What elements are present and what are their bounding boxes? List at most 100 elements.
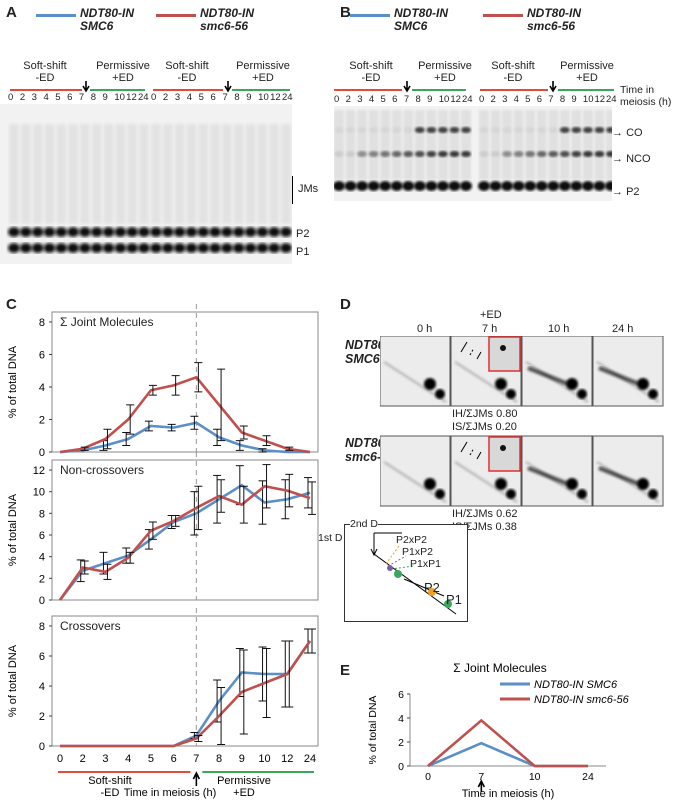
plus-ed-label: +ED: [233, 787, 255, 799]
jm-marker: [460, 441, 468, 453]
band-p1: [19, 243, 32, 253]
band-nco: [403, 151, 414, 157]
band-p2: [220, 227, 233, 237]
ed-arrow: [477, 779, 486, 792]
panel-label-d: D: [340, 296, 351, 313]
band-p2: [114, 227, 127, 237]
gel-image-a: [0, 104, 292, 264]
x-tick-label: 5: [148, 753, 154, 765]
chart-title: Crossovers: [60, 619, 121, 633]
time-10h: 10 h: [548, 323, 570, 335]
band-p2: [90, 227, 103, 237]
x-tick-label: 3: [102, 753, 108, 765]
band-co: [461, 127, 471, 133]
gel-2d-spot: [495, 378, 507, 390]
lane-label: 24: [138, 92, 149, 103]
co-label: → CO: [612, 127, 643, 139]
x-tick-label: 2: [80, 753, 86, 765]
band-co: [357, 127, 368, 133]
band-p2: [55, 227, 68, 237]
band-p2: [138, 227, 150, 237]
gel-smear: [559, 110, 570, 180]
gel-smear: [103, 124, 114, 224]
lane-label: 12: [450, 94, 461, 105]
gel-2d-smear: [598, 466, 640, 486]
band-p1: [150, 243, 162, 253]
x-axis-label: Time in meiosis (h): [124, 787, 217, 799]
gel-smear: [221, 124, 232, 224]
y-tick-label: 4: [39, 681, 45, 693]
band-nco: [368, 151, 379, 157]
band-p2: [344, 181, 357, 191]
y-tick-label: 8: [39, 621, 45, 633]
x-axis-label: Time in meiosis (h): [462, 788, 555, 800]
band-nco: [461, 151, 471, 157]
band-nco: [525, 151, 536, 157]
gel-smear: [368, 110, 379, 180]
band-p1: [8, 243, 20, 253]
lane-label: 3: [502, 94, 508, 105]
x-tick-label: 0: [57, 753, 63, 765]
lane-label: 6: [392, 94, 398, 105]
lane-label: 0: [479, 94, 485, 105]
band-p2: [436, 181, 449, 191]
y-tick-label: 4: [39, 552, 45, 564]
band-co: [582, 127, 593, 133]
mut-ratio-is: IS/ΣJMs 0.38: [452, 521, 517, 533]
band-nco: [594, 151, 605, 157]
legend-label: NDT80-IN smc6-56: [534, 694, 630, 706]
legend-wt-a: [36, 14, 76, 17]
band-p2: [402, 181, 415, 191]
band-p1: [161, 243, 174, 253]
lane-label: 6: [210, 92, 216, 103]
y-tick-label: 6: [39, 350, 45, 362]
band-nco: [334, 151, 344, 157]
soft-shift-a1: Soft-shift -ED: [23, 60, 67, 84]
band-nco: [513, 151, 524, 157]
band-p1: [138, 243, 150, 253]
lane-label: 12: [594, 94, 606, 105]
jm-marker: [469, 347, 475, 356]
band-p1: [126, 243, 139, 253]
strain-mut-b-line2: smc6-56: [527, 19, 576, 33]
band-p2: [547, 181, 560, 191]
band-p2: [367, 181, 380, 191]
gel-smear: [479, 110, 489, 180]
band-p2: [379, 181, 392, 191]
band-p1: [244, 243, 257, 253]
time-24h: 24 h: [612, 323, 634, 335]
schematic-p1xp2: P1xP2: [402, 546, 433, 558]
x-tick-label: 24: [304, 753, 316, 765]
nco-text: NCO: [626, 153, 651, 165]
band-p1: [173, 243, 186, 253]
band-p2: [390, 181, 403, 191]
band-co: [525, 127, 536, 133]
lane-label: 2: [19, 92, 26, 103]
lane-label: 24: [606, 94, 617, 105]
band-co: [502, 127, 513, 133]
lane-label: 10: [114, 92, 125, 103]
band-nco: [548, 151, 559, 157]
gel-2d-spot: [637, 378, 649, 390]
gel-smear: [449, 110, 460, 180]
gel-smear: [210, 124, 221, 224]
gel-image-b: [334, 106, 612, 201]
soft-shift-b1: Soft-shift -ED: [349, 60, 393, 84]
band-p1: [43, 243, 56, 253]
permissive-a1: Permissive +ED: [96, 60, 150, 84]
gel-2d-spot: [577, 389, 587, 399]
gel-smear: [502, 110, 513, 180]
lane-label: 3: [31, 92, 37, 103]
band-p2: [524, 181, 537, 191]
chart-title: Non-crossovers: [60, 463, 144, 477]
permissive-b1: Permissive +ED: [418, 60, 472, 84]
chart-frame: [51, 311, 319, 453]
soft-shift-a2: Soft-shift -ED: [165, 60, 209, 84]
band-p2: [19, 227, 32, 237]
lane-label: 3: [174, 92, 181, 103]
gel-smear: [548, 110, 559, 180]
gel-smear: [536, 110, 547, 180]
band-p2: [161, 227, 174, 237]
gel-smear: [403, 110, 414, 180]
